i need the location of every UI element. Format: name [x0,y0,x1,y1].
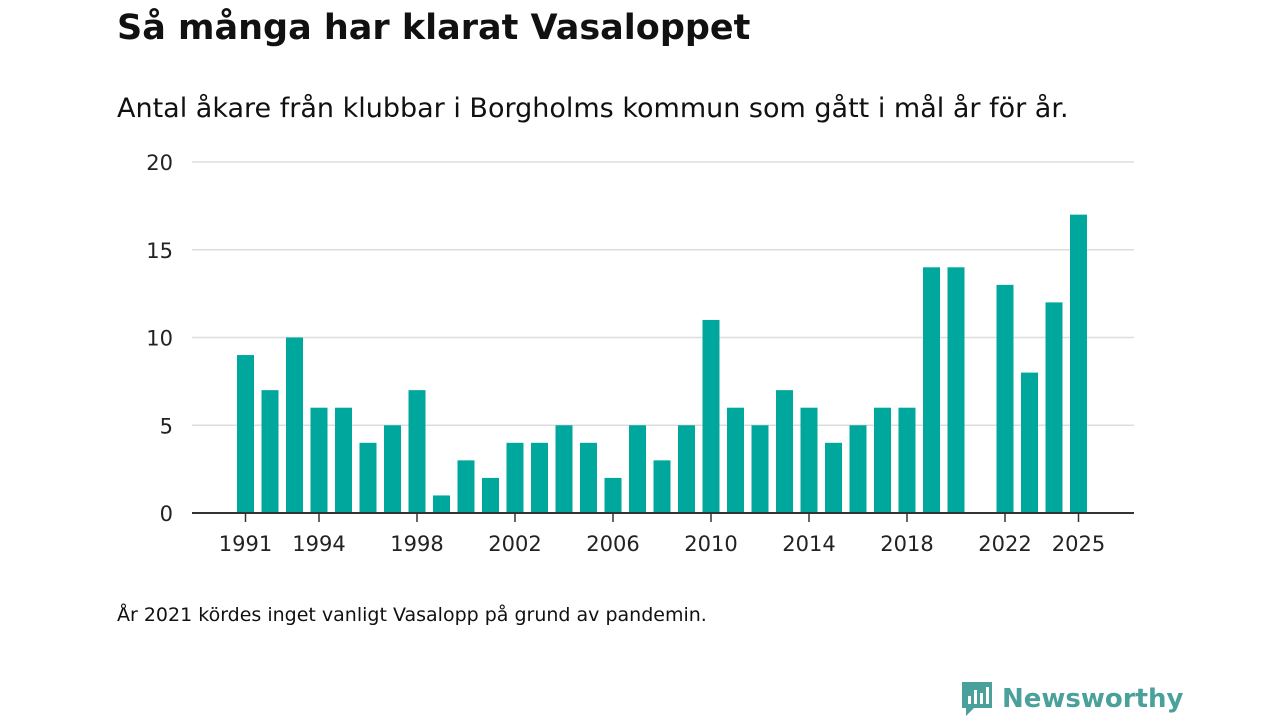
bar-2011 [727,407,744,513]
bar-1998 [408,390,426,513]
bar-2003 [531,442,548,513]
y-tick-label: 5 [160,414,173,438]
bar-2019 [923,267,940,513]
y-axis-ticks: 0 5 10 15 20 [146,151,173,526]
bar-2017 [874,407,891,513]
x-axis-ticks: 1991 1994 1998 2002 2006 2010 2014 2018 2022 2025 [219,532,1105,556]
newsworthy-logo-icon [962,682,992,716]
bar-1999 [433,495,450,513]
bar-2025 [1070,214,1087,513]
bar-2007 [629,425,646,513]
bar-2023 [1021,372,1038,513]
bar-2018 [898,407,916,513]
bar-1994 [310,407,328,513]
bar-1992 [261,390,279,513]
x-axis [192,512,1134,522]
x-tick-label: 1998 [390,532,443,556]
bar-2001 [482,477,499,513]
y-tick-label: 0 [160,502,173,526]
brand-name: Newsworthy [1002,684,1184,714]
chart-title: Så många har klarat Vasaloppet [117,8,751,48]
bar-1991 [237,355,254,513]
bar-2024 [1045,302,1063,513]
chart-subtitle: Antal åkare från klubbar i Borgholms kom… [117,93,1069,124]
bar-1995 [335,407,352,513]
x-tick-label: 2018 [880,532,933,556]
bar-2000 [457,460,475,513]
y-tick-label: 15 [146,239,173,263]
bar-2014 [800,407,818,513]
y-tick-label: 10 [146,327,173,351]
bar-1997 [384,425,401,513]
bar-2009 [678,425,695,513]
bar-chart: 0 5 10 15 20 1991 1994 1998 2002 2006 2010 2014 201… [146,151,1134,556]
bar-2020 [947,267,965,513]
x-tick-label: 2014 [782,532,835,556]
x-tick-label: 2006 [586,532,639,556]
bar-2004 [555,425,573,513]
bar-2012 [751,425,769,513]
bar-1996 [359,442,377,513]
bar-2013 [776,390,793,513]
x-tick-label: 2022 [978,532,1031,556]
bars [237,214,1087,513]
bar-2005 [580,442,597,513]
grid-lines [192,161,1134,426]
bar-2008 [653,460,671,513]
x-tick-label: 1991 [219,532,272,556]
x-tick-label: 1994 [292,532,345,556]
x-tick-label: 2010 [684,532,737,556]
x-tick-label: 2002 [488,532,541,556]
brand-logo: Newsworthy [960,680,1183,718]
bar-2006 [604,477,622,513]
bar-2010 [702,319,720,513]
bar-2016 [849,425,867,513]
bar-1993 [286,337,303,513]
x-tick-label: 2025 [1052,532,1105,556]
bar-2022 [996,284,1014,513]
y-tick-label: 20 [146,151,173,175]
footnote: År 2021 kördes inget vanligt Vasalopp på… [117,604,707,626]
bar-2002 [506,442,524,513]
bar-2015 [825,442,842,513]
